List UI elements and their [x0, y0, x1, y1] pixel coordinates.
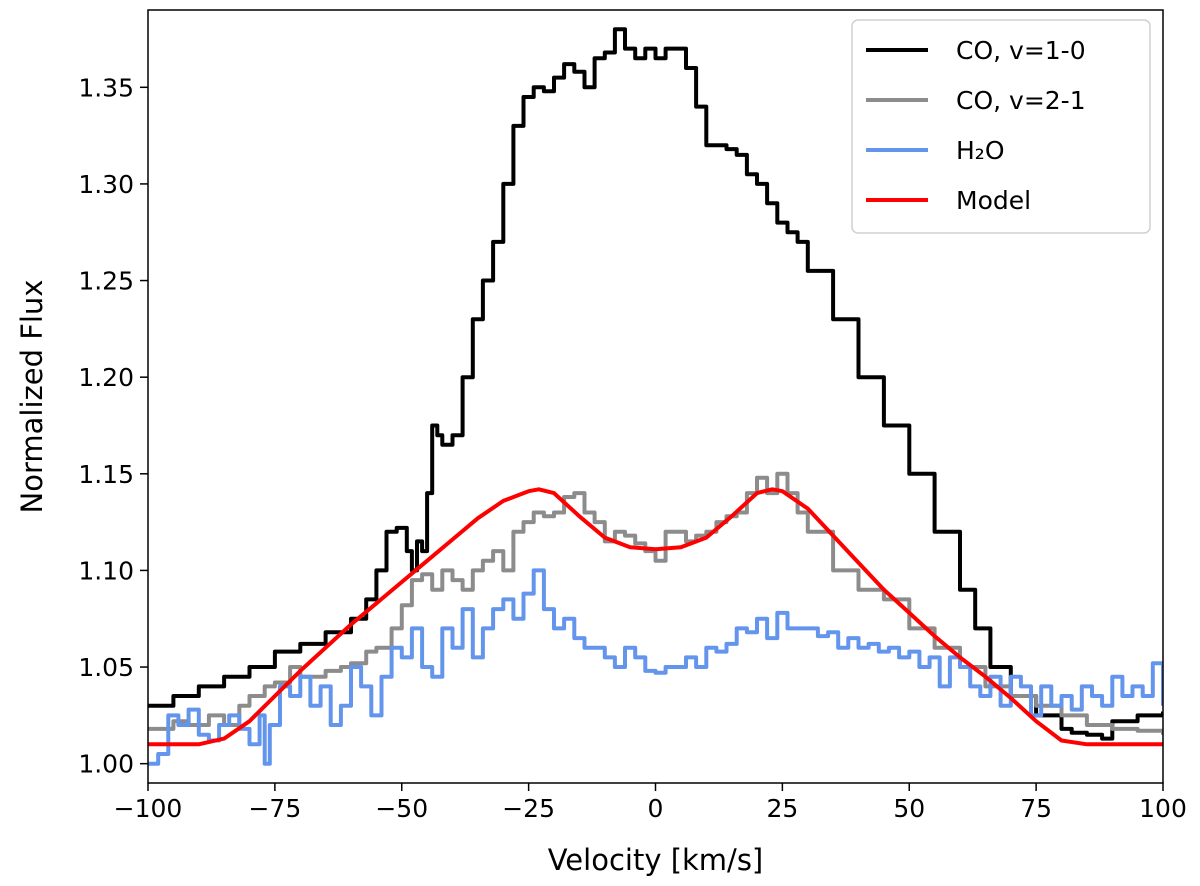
x-tick-label: −25 — [502, 794, 555, 823]
y-tick-label: 1.20 — [78, 363, 134, 392]
legend-item-h-o: H₂O — [866, 136, 1005, 165]
y-axis-label: Normalized Flux — [15, 280, 49, 514]
legend-label: H₂O — [956, 136, 1005, 165]
x-axis-ticks: −100 −75 −50 −25 0 25 50 75 100 — [114, 783, 1187, 823]
series-line-co-v-2-1 — [148, 471, 1163, 735]
x-axis-label: Velocity [km/s] — [548, 843, 764, 877]
legend-item-model: Model — [866, 186, 1031, 215]
y-tick-label: 1.35 — [78, 73, 134, 102]
legend-box — [851, 19, 1151, 234]
plot-frame — [147, 9, 1164, 784]
legend-label: Model — [956, 186, 1031, 215]
legend-label: CO, v=2-1 — [956, 86, 1086, 115]
series-line-co-v-1-0 — [148, 27, 1163, 741]
x-tick-label: 100 — [1139, 794, 1187, 823]
x-tick-label: −50 — [375, 794, 428, 823]
series-line-model — [148, 487, 1163, 747]
x-tick-label: −75 — [248, 794, 301, 823]
x-tick-label: 50 — [893, 794, 925, 823]
x-tick-label: −100 — [114, 794, 183, 823]
x-tick-label: 75 — [1020, 794, 1052, 823]
y-tick-label: 1.10 — [78, 556, 134, 585]
y-tick-label: 1.15 — [78, 460, 134, 489]
series-line-h-o — [148, 568, 1163, 766]
x-tick-label: 25 — [766, 794, 798, 823]
legend-label: CO, v=1-0 — [956, 36, 1086, 65]
y-tick-label: 1.30 — [78, 170, 134, 199]
legend: CO, v=1-0 CO, v=2-1 H₂O Model — [851, 19, 1151, 234]
y-axis-ticks: 1.00 1.05 1.10 1.15 1.20 1.25 1.30 1.35 — [78, 73, 148, 779]
y-tick-label: 1.25 — [78, 267, 134, 296]
y-tick-label: 1.05 — [78, 653, 134, 682]
y-tick-label: 1.00 — [78, 750, 134, 779]
x-tick-label: 0 — [648, 794, 664, 823]
legend-item-co-v-1-0: CO, v=1-0 — [866, 36, 1086, 65]
plot-lines — [148, 27, 1163, 766]
legend-item-co-v-2-1: CO, v=2-1 — [866, 86, 1086, 115]
